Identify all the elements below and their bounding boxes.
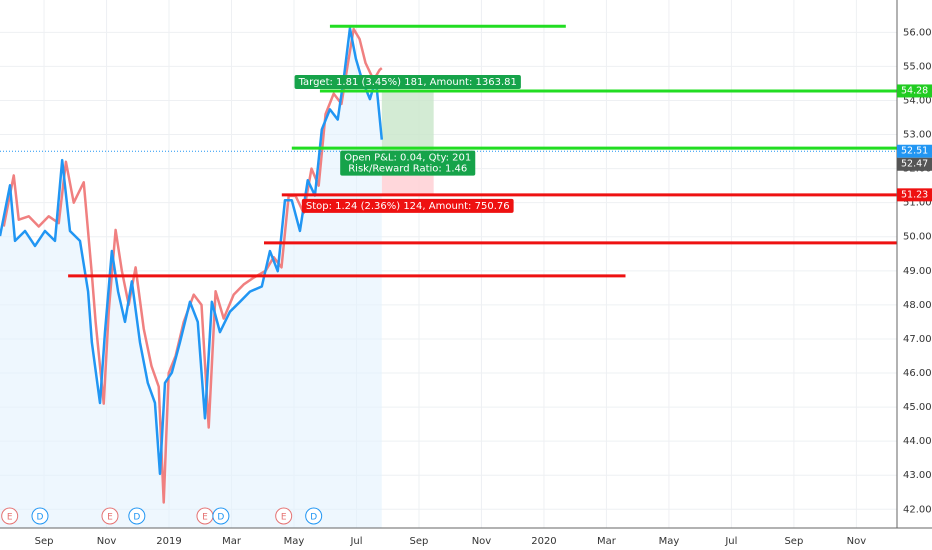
target-label-text: Target: 1.81 (3.45%) 181, Amount: 1363.8…	[298, 77, 517, 88]
target-zone	[381, 90, 434, 153]
event-label: E	[281, 513, 287, 523]
y-tick-label: 46.00	[903, 368, 932, 379]
event-marker	[212, 507, 230, 525]
price-label: 54.28	[901, 85, 928, 96]
price-label-bg	[897, 188, 932, 202]
event-marker	[101, 507, 119, 525]
event-marker	[275, 507, 293, 525]
y-tick-label: 43.00	[903, 470, 932, 481]
y-tick-label: 42.00	[903, 504, 932, 515]
y-tick-label: 51.00	[903, 198, 932, 209]
center-label-text: Open P&L: 0.04, Qty: 201	[344, 153, 471, 164]
event-label: E	[202, 513, 208, 523]
x-tick-label: Jul	[349, 536, 362, 547]
price-label-bg	[897, 144, 932, 158]
x-tick-label: Nov	[847, 536, 867, 547]
y-tick-label: 45.00	[903, 402, 932, 413]
event-label: D	[217, 513, 224, 523]
y-tick-label: 53.00	[903, 130, 932, 141]
event-marker	[128, 507, 146, 525]
x-tick-label: Nov	[472, 536, 492, 547]
y-tick-label: 47.00	[903, 334, 932, 345]
target-label-bg	[294, 74, 521, 89]
event-label: D	[310, 513, 317, 523]
x-tick-label: Sep	[410, 536, 429, 547]
stop-label-bg	[301, 198, 514, 213]
event-label: E	[107, 513, 113, 523]
center-label-text: Risk/Reward Ratio: 1.46	[348, 164, 467, 175]
event-marker	[1, 507, 19, 525]
price-label: 52.51	[901, 146, 928, 157]
event-label: D	[133, 513, 140, 523]
price-label-bg	[897, 157, 932, 171]
x-tick-label: Sep	[35, 536, 54, 547]
event-marker	[31, 507, 49, 525]
x-tick-label: Mar	[597, 536, 617, 547]
series-area	[0, 28, 382, 528]
x-tick-label: May	[284, 536, 305, 547]
x-tick-label: 2019	[156, 536, 181, 547]
stop-label: Stop: 1.24 (2.36%) 124, Amount: 750.76	[301, 198, 514, 213]
x-tick-label: Mar	[222, 536, 242, 547]
series-line	[2, 27, 383, 504]
x-tick-label: 2020	[531, 536, 556, 547]
event-marker	[305, 507, 323, 525]
event-label: D	[37, 513, 44, 523]
y-tick-label: 56.00	[903, 27, 932, 38]
y-tick-label: 54.00	[903, 95, 932, 106]
price-label-bg	[897, 84, 932, 98]
price-label: 51.23	[901, 189, 928, 200]
y-tick-label: 48.00	[903, 300, 932, 311]
series-line	[0, 27, 384, 476]
y-tick-label: 49.00	[903, 266, 932, 277]
y-tick-label: 55.00	[903, 61, 932, 72]
target-label: Target: 1.81 (3.45%) 181, Amount: 1363.8…	[294, 74, 521, 89]
y-tick-label: 50.00	[903, 232, 932, 243]
x-tick-label: Jul	[724, 536, 737, 547]
center-label-bg	[340, 150, 476, 176]
event-label: E	[7, 513, 13, 523]
y-tick-label: 44.00	[903, 436, 932, 447]
stop-label-text: Stop: 1.24 (2.36%) 124, Amount: 750.76	[306, 201, 510, 212]
x-tick-label: Sep	[784, 536, 803, 547]
price-label: 52.47	[901, 159, 928, 170]
x-tick-label: May	[659, 536, 680, 547]
x-tick-label: Nov	[97, 536, 117, 547]
